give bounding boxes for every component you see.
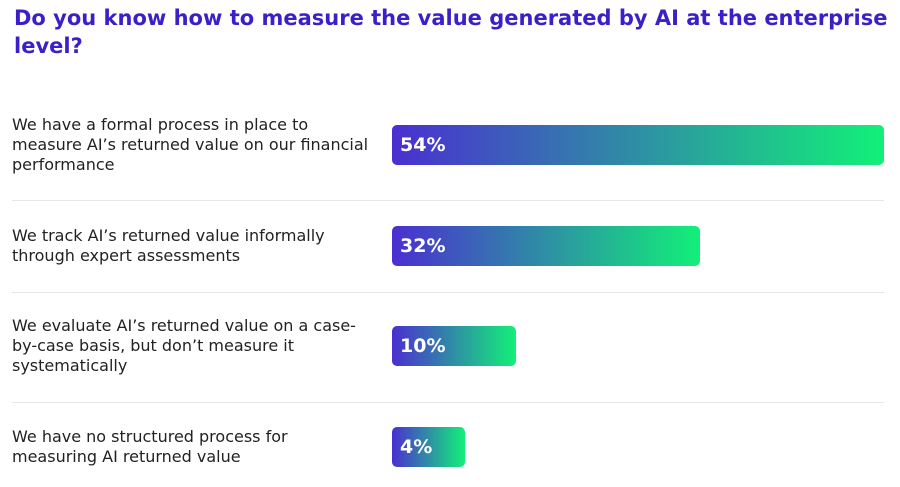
bar: 32% [392,226,700,266]
chart-title: Do you know how to measure the value gen… [14,6,888,58]
bar: 4% [392,427,466,467]
bar-row: We have a formal process in place to mea… [0,95,900,195]
separator [12,402,884,403]
category-label: We have a formal process in place to mea… [12,115,369,174]
bar-row: We track AI’s returned value informally … [0,196,900,296]
category-label: We have no structured process for measur… [12,427,288,466]
bar: 54% [392,125,884,165]
value-label: 32% [400,235,446,257]
separator [12,292,884,293]
value-label: 54% [400,134,446,156]
separator [12,200,884,201]
bar: 10% [392,326,516,366]
bar-row: We evaluate AI’s returned value on a cas… [0,296,900,396]
value-label: 4% [400,436,433,458]
category-label: We evaluate AI’s returned value on a cas… [12,316,356,375]
value-label: 10% [400,335,446,357]
category-label: We track AI’s returned value informally … [12,226,325,265]
bar-row: We have no structured process for measur… [0,397,900,487]
